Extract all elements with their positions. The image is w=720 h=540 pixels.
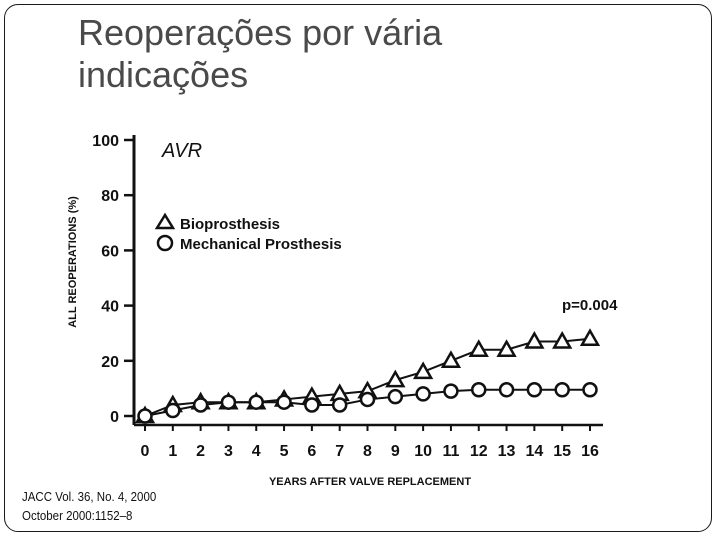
x-tick-label: 3 bbox=[224, 443, 233, 460]
x-tick-label: 1 bbox=[168, 443, 177, 460]
mechanical-point bbox=[276, 394, 292, 410]
x-tick-label: 5 bbox=[280, 443, 289, 460]
y-tick-label: 100 bbox=[92, 133, 119, 150]
legend-circle-marker bbox=[156, 234, 174, 252]
y-tick-label: 40 bbox=[101, 299, 119, 316]
x-tick-label: 6 bbox=[307, 443, 316, 460]
mechanical-point bbox=[387, 388, 404, 405]
p-value-annotation: p=0.004 bbox=[562, 297, 618, 314]
y-axis-ticks: 0 20 40 60 80 100 bbox=[92, 133, 134, 426]
mechanical-point bbox=[359, 391, 376, 408]
panel-label: AVR bbox=[161, 140, 202, 162]
bioprosthesis-point bbox=[412, 361, 434, 380]
mechanical-point bbox=[443, 383, 459, 399]
bioprosthesis-point bbox=[468, 339, 489, 358]
citation: JACC Vol. 36, No. 4, 2000 October 2000:1… bbox=[22, 488, 156, 526]
mechanical-point bbox=[304, 397, 320, 413]
bioprosthesis-point bbox=[440, 350, 462, 369]
x-axis-label: YEARS AFTER VALVE REPLACEMENT bbox=[269, 476, 471, 488]
mechanical-point bbox=[220, 394, 237, 410]
chart-axes bbox=[132, 135, 603, 427]
x-tick-label: 0 bbox=[141, 443, 150, 460]
mechanical-point bbox=[331, 397, 348, 413]
citation-line-1: JACC Vol. 36, No. 4, 2000 bbox=[22, 490, 157, 504]
mechanical-point bbox=[554, 382, 570, 398]
legend-label-bioprosthesis: Bioprosthesis bbox=[180, 216, 280, 233]
mechanical-point bbox=[137, 408, 153, 424]
x-tick-label: 11 bbox=[442, 443, 459, 460]
mechanical-point bbox=[248, 394, 264, 410]
bioprosthesis-point bbox=[496, 339, 517, 358]
mechanical-point bbox=[471, 382, 487, 398]
x-tick-label: 9 bbox=[391, 443, 400, 460]
x-tick-label: 10 bbox=[414, 443, 432, 460]
citation-line-2: October 2000:1152–8 bbox=[22, 509, 133, 523]
y-tick-label: 60 bbox=[101, 243, 119, 260]
x-tick-label: 2 bbox=[196, 443, 205, 460]
legend: Bioprosthesis Mechanical Prosthesis bbox=[154, 212, 342, 253]
x-tick-label: 7 bbox=[335, 443, 344, 460]
slide-title-line-2: indicações bbox=[78, 54, 249, 95]
bioprosthesis-point bbox=[552, 330, 573, 349]
mechanical-point bbox=[582, 382, 598, 398]
mechanical-point bbox=[498, 382, 515, 398]
bioprosthesis-point bbox=[524, 330, 545, 349]
x-tick-label: 14 bbox=[525, 443, 543, 460]
slide-title: Reoperações por vária indicações bbox=[78, 12, 638, 96]
legend-label-mechanical: Mechanical Prosthesis bbox=[180, 236, 342, 253]
mechanical-point bbox=[192, 397, 209, 413]
y-tick-label: 80 bbox=[101, 188, 119, 205]
y-axis-label: ALL REOPERATIONS (%) bbox=[67, 196, 79, 328]
x-tick-label: 12 bbox=[470, 443, 488, 460]
x-tick-label: 13 bbox=[498, 443, 516, 460]
x-tick-label: 16 bbox=[581, 443, 599, 460]
slide-frame bbox=[4, 4, 712, 532]
x-tick-label: 8 bbox=[363, 443, 372, 460]
mechanical-point bbox=[165, 402, 181, 419]
mechanical-point bbox=[415, 386, 431, 402]
bioprosthesis-point bbox=[579, 328, 601, 346]
bioprosthesis-point bbox=[385, 369, 406, 388]
x-tick-label: 4 bbox=[252, 443, 261, 460]
legend-triangle-marker bbox=[154, 212, 176, 230]
slide-title-line-1: Reoperações por vária bbox=[78, 12, 443, 53]
mechanical-point bbox=[526, 382, 543, 398]
chart-series bbox=[134, 328, 601, 424]
y-tick-label: 20 bbox=[101, 354, 119, 371]
x-tick-label: 15 bbox=[553, 443, 571, 460]
y-tick-label: 0 bbox=[110, 409, 119, 426]
x-axis-ticks: 0 1 2 3 4 5 6 7 8 9 10 11 12 13 14 15 16 bbox=[141, 425, 599, 460]
